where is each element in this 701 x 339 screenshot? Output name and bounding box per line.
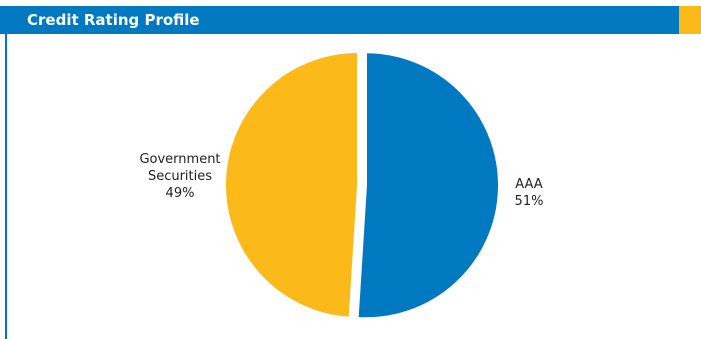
- panel-title: Credit Rating Profile: [27, 11, 200, 29]
- slice-value-aaa: 51%: [515, 194, 544, 209]
- pie-slice-aaa: [356, 51, 500, 320]
- slice-label-government-line2: Securities: [148, 169, 212, 184]
- pie-slice-government-securities: [223, 50, 359, 319]
- header-bar: [0, 6, 679, 34]
- slice-label-aaa: AAA: [515, 177, 543, 192]
- header-accent-block: [679, 6, 701, 34]
- panel-left-border: [5, 34, 7, 339]
- pie-slices: [223, 50, 500, 320]
- slice-label-government-line1: Government: [139, 152, 220, 167]
- slice-value-government: 49%: [166, 186, 195, 201]
